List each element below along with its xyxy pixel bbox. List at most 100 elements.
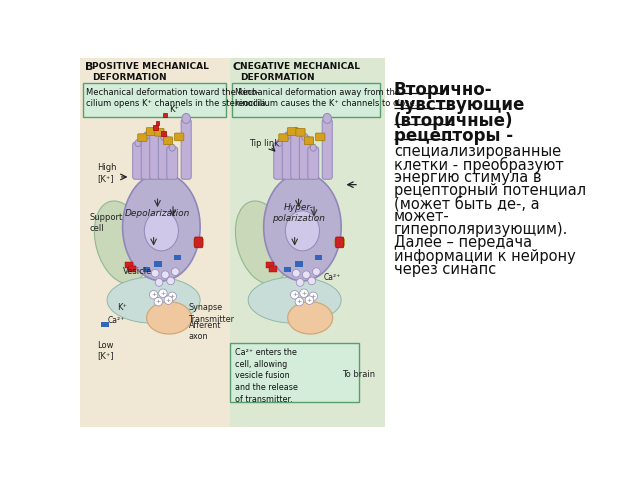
Text: Ca²⁺ enters the
cell, allowing
vesicle fusion
and the release
of transmitter.: Ca²⁺ enters the cell, allowing vesicle f… <box>235 348 298 404</box>
FancyBboxPatch shape <box>194 239 204 246</box>
Text: +: + <box>151 292 156 297</box>
FancyBboxPatch shape <box>279 134 288 142</box>
Text: +: + <box>166 298 171 303</box>
Ellipse shape <box>123 173 200 281</box>
Text: Далее – передача: Далее – передача <box>394 236 532 251</box>
Text: C: C <box>233 62 241 72</box>
Ellipse shape <box>312 268 320 276</box>
Ellipse shape <box>310 144 316 151</box>
Ellipse shape <box>292 269 300 277</box>
Ellipse shape <box>94 201 148 284</box>
FancyBboxPatch shape <box>80 58 230 427</box>
Text: Ca²⁺: Ca²⁺ <box>107 316 124 325</box>
FancyBboxPatch shape <box>291 130 301 179</box>
Ellipse shape <box>168 292 177 300</box>
FancyBboxPatch shape <box>287 128 296 135</box>
Text: гиперполяризующим).: гиперполяризующим). <box>394 222 568 238</box>
Ellipse shape <box>149 290 158 299</box>
Ellipse shape <box>308 277 316 285</box>
FancyBboxPatch shape <box>315 255 322 260</box>
Ellipse shape <box>301 133 308 140</box>
FancyBboxPatch shape <box>175 133 184 141</box>
Ellipse shape <box>169 144 175 151</box>
Ellipse shape <box>291 290 299 299</box>
Text: NEGATIVE MECHANICAL
DEFORMATION: NEGATIVE MECHANICAL DEFORMATION <box>239 62 360 83</box>
Ellipse shape <box>285 211 319 251</box>
Ellipse shape <box>305 296 314 304</box>
FancyBboxPatch shape <box>155 129 164 136</box>
Text: Depolarization: Depolarization <box>125 209 190 217</box>
Ellipse shape <box>155 278 163 286</box>
Text: Mechanical deformation away from the
kinocilium causes the K⁺ channels to close.: Mechanical deformation away from the kin… <box>235 88 417 108</box>
FancyBboxPatch shape <box>181 119 191 179</box>
Ellipse shape <box>285 132 291 139</box>
FancyBboxPatch shape <box>147 128 156 135</box>
FancyBboxPatch shape <box>300 136 310 179</box>
FancyBboxPatch shape <box>232 84 380 117</box>
Text: Ca²⁺: Ca²⁺ <box>324 273 341 282</box>
Text: Вторично-: Вторично- <box>394 81 493 99</box>
FancyBboxPatch shape <box>125 262 133 268</box>
FancyBboxPatch shape <box>195 237 202 248</box>
FancyBboxPatch shape <box>230 343 359 402</box>
FancyBboxPatch shape <box>284 267 291 272</box>
Ellipse shape <box>151 269 159 277</box>
Text: Transmitter: Transmitter <box>189 315 234 324</box>
FancyBboxPatch shape <box>335 239 344 246</box>
Ellipse shape <box>161 133 167 140</box>
Text: Mechanical deformation toward the kino-
cilium opens K⁺ channels in the stereoci: Mechanical deformation toward the kino- … <box>86 88 268 108</box>
Text: +: + <box>307 298 312 303</box>
Text: +: + <box>292 292 298 297</box>
Ellipse shape <box>154 298 163 306</box>
FancyBboxPatch shape <box>322 119 332 179</box>
Text: Tip link: Tip link <box>249 139 279 148</box>
Text: Low
[K⁺]: Low [K⁺] <box>97 340 114 360</box>
Text: (вторичные): (вторичные) <box>394 111 513 130</box>
Text: +: + <box>160 291 166 296</box>
Ellipse shape <box>167 277 175 285</box>
FancyBboxPatch shape <box>282 134 293 179</box>
Text: Support
cell: Support cell <box>90 214 122 233</box>
Text: +: + <box>156 299 161 304</box>
Text: клетки - преобразуют: клетки - преобразуют <box>394 157 564 173</box>
FancyBboxPatch shape <box>150 130 161 179</box>
FancyBboxPatch shape <box>132 142 143 179</box>
Ellipse shape <box>159 289 167 298</box>
Ellipse shape <box>276 140 282 146</box>
Ellipse shape <box>161 271 169 278</box>
FancyBboxPatch shape <box>141 134 152 179</box>
Ellipse shape <box>147 302 191 334</box>
Ellipse shape <box>295 298 303 306</box>
Text: +: + <box>297 299 302 304</box>
Text: +: + <box>310 294 316 299</box>
Text: Vesicle: Vesicle <box>123 267 152 276</box>
Text: может-: может- <box>394 209 450 224</box>
Ellipse shape <box>172 268 179 276</box>
Text: B: B <box>84 62 93 72</box>
FancyBboxPatch shape <box>138 134 147 142</box>
FancyBboxPatch shape <box>274 142 285 179</box>
Ellipse shape <box>288 302 333 334</box>
FancyBboxPatch shape <box>316 133 325 141</box>
Text: Hyper-
polarization: Hyper- polarization <box>272 204 325 223</box>
Ellipse shape <box>145 211 179 251</box>
Text: K⁺: K⁺ <box>169 105 179 114</box>
Text: High
[K⁺]: High [K⁺] <box>97 163 116 183</box>
FancyBboxPatch shape <box>173 255 181 260</box>
Ellipse shape <box>236 201 289 284</box>
Ellipse shape <box>300 289 308 298</box>
Text: (может быть де-, а: (может быть де-, а <box>394 196 540 212</box>
Text: рецепторы -: рецепторы - <box>394 127 513 145</box>
Ellipse shape <box>303 271 310 278</box>
Ellipse shape <box>248 277 341 323</box>
Ellipse shape <box>152 127 158 134</box>
FancyBboxPatch shape <box>295 262 303 266</box>
Ellipse shape <box>164 296 173 304</box>
FancyBboxPatch shape <box>102 322 109 327</box>
FancyBboxPatch shape <box>167 147 178 179</box>
Ellipse shape <box>143 132 150 139</box>
FancyBboxPatch shape <box>230 58 385 427</box>
Ellipse shape <box>323 113 332 123</box>
Text: специализированные: специализированные <box>394 144 561 159</box>
Ellipse shape <box>296 278 304 286</box>
